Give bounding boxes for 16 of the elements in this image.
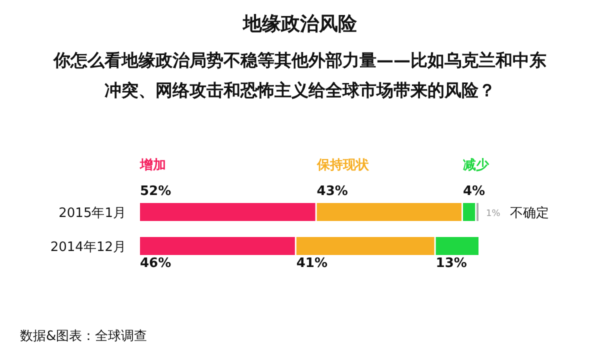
data-label: 13% [436, 256, 467, 271]
data-label: 41% [296, 256, 328, 271]
y-tick-label: 2014年12月 [50, 240, 126, 255]
text: 不确定 [510, 206, 549, 221]
text: 保持现状 [316, 158, 370, 173]
text: 增加 [139, 158, 166, 173]
chart-title: 地缘政治风险 [242, 13, 358, 35]
data-label: 52% [140, 184, 172, 199]
data-label: 1% [486, 209, 501, 219]
data-label: 46% [140, 256, 172, 271]
chart-subtitle: 你怎么看地缘政治局势不稳等其他外部力量——比如乌克兰和中东冲突、网络攻击和恐怖主义给全球市场带来的风险？ [52, 51, 546, 101]
text: 减少 [463, 158, 490, 173]
text: 数据&图表：全球调查 [20, 329, 148, 344]
data-label: 43% [316, 184, 348, 199]
y-tick-label: 2015年1月 [58, 206, 126, 221]
data-label: 4% [463, 184, 486, 199]
